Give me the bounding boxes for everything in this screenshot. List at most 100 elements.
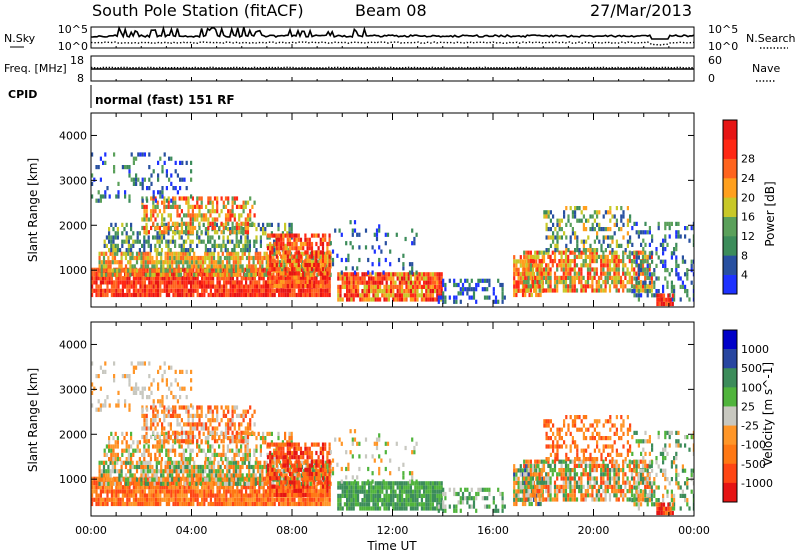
velocity-cell: [155, 494, 157, 498]
velocity-cell: [125, 478, 127, 482]
power-cell: [563, 284, 565, 288]
power-cell: [179, 285, 181, 289]
power-cell: [684, 234, 686, 238]
power-ylabel: Slant Range [km]: [26, 158, 40, 262]
power-cell: [390, 293, 392, 297]
power-cell: [200, 240, 202, 244]
velocity-cell: [178, 482, 180, 486]
power-cell: [237, 260, 239, 264]
velocity-cell: [187, 444, 189, 448]
power-cell: [260, 235, 262, 239]
power-cell: [204, 252, 206, 256]
velocity-cell: [259, 469, 261, 473]
power-cell: [460, 287, 462, 291]
power-cell: [412, 293, 414, 297]
velocity-cell: [120, 502, 122, 506]
power-cell: [629, 240, 631, 244]
power-cell: [636, 255, 638, 259]
velocity-cell: [106, 498, 108, 502]
power-cell: [524, 259, 526, 263]
velocity-cell: [224, 473, 226, 477]
power-cell: [649, 284, 651, 288]
velocity-cell: [320, 485, 322, 489]
power-cell: [182, 260, 184, 264]
velocity-cell: [298, 502, 300, 506]
power-cell: [589, 244, 591, 248]
power-cell: [245, 201, 247, 205]
power-cell: [329, 234, 331, 238]
velocity-cell: [255, 473, 257, 477]
velocity-cell: [167, 473, 169, 477]
power-cell: [248, 260, 250, 264]
power-cell: [528, 280, 530, 284]
power-cell: [640, 260, 642, 264]
velocity-cell: [134, 465, 136, 469]
power-cell: [609, 263, 611, 267]
power-cell: [397, 297, 399, 301]
power-cell: [543, 210, 545, 214]
velocity-cell: [162, 473, 164, 477]
power-cell: [189, 264, 191, 268]
velocity-cell: [187, 465, 189, 469]
power-cell: [148, 178, 150, 182]
power-cell: [326, 242, 328, 246]
power-cell: [460, 300, 462, 304]
power-cell: [569, 276, 571, 280]
power-cell: [117, 285, 119, 289]
power-cell: [644, 281, 646, 285]
power-cell: [411, 271, 413, 275]
power-cell: [115, 231, 117, 235]
power-cell: [190, 213, 192, 217]
power-cell: [616, 263, 618, 267]
velocity-cell: [132, 461, 134, 465]
velocity-cell: [180, 482, 182, 486]
power-cell: [583, 214, 585, 218]
power-cell: [110, 260, 112, 264]
velocity-cell: [150, 453, 152, 457]
power-cell: [105, 252, 107, 256]
power-cell: [257, 256, 259, 260]
power-cell: [228, 273, 230, 277]
power-cell: [581, 219, 583, 223]
velocity-cell: [181, 494, 183, 498]
power-cell: [224, 269, 226, 273]
power-cell: [131, 178, 133, 182]
velocity-cell: [192, 502, 194, 506]
power-cell: [253, 260, 255, 264]
velocity-cell: [235, 469, 237, 473]
power-cell: [236, 293, 238, 297]
velocity-cell: [139, 440, 141, 444]
velocity-cell: [234, 489, 236, 493]
power-cell: [185, 230, 187, 234]
power-cell: [686, 293, 688, 297]
power-cell: [671, 268, 673, 272]
velocity-cell: [139, 489, 141, 493]
power-cell: [554, 280, 556, 284]
velocity-cell: [324, 489, 326, 493]
power-cell: [355, 289, 357, 293]
power-cell: [377, 293, 379, 297]
velocity-cell: [241, 489, 243, 493]
power-cell: [603, 235, 605, 239]
power-cell: [212, 205, 214, 209]
power-cell: [522, 259, 524, 263]
velocity-cell: [176, 473, 178, 477]
power-cell: [594, 240, 596, 244]
power-cell: [250, 256, 252, 260]
power-cell: [607, 272, 609, 276]
power-cell: [104, 190, 106, 194]
velocity-cell: [126, 457, 128, 461]
velocity-cell: [204, 478, 206, 482]
power-cell: [126, 293, 128, 297]
power-cell: [495, 296, 497, 300]
power-cell: [190, 230, 192, 234]
power-cell: [124, 194, 126, 198]
velocity-cell: [151, 465, 153, 469]
power-cell: [181, 293, 183, 297]
power-cell: [392, 285, 394, 289]
velocity-cell: [222, 461, 224, 465]
power-cell: [212, 226, 214, 230]
velocity-cell: [145, 469, 147, 473]
velocity-cell: [208, 494, 210, 498]
power-cell: [249, 293, 251, 297]
